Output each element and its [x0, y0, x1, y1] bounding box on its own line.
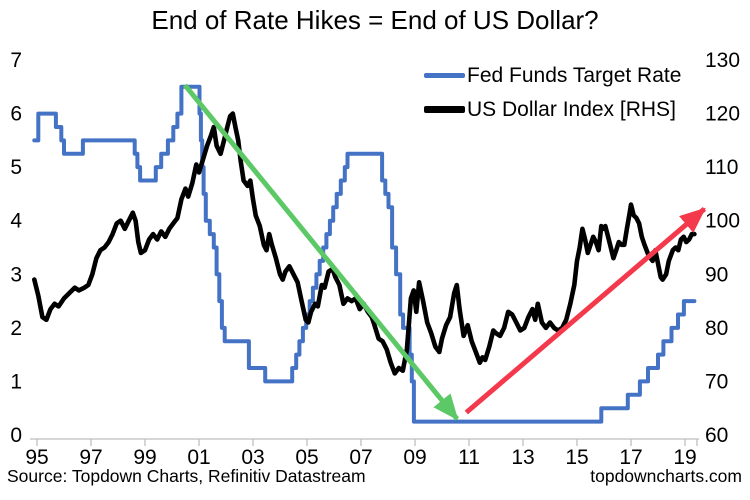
y-right-tick-label: 130 [705, 49, 740, 72]
y-axis-left: 0 1 2 3 4 5 6 7 [10, 49, 22, 447]
x-tick-label: 07 [349, 446, 372, 469]
x-tick-label: 15 [565, 446, 588, 469]
legend-line-sample-blue [424, 73, 465, 78]
legend-line-sample-black [424, 106, 465, 113]
chart-title: End of Rate Hikes = End of US Dollar? [151, 5, 599, 35]
y-right-tick-label: 110 [705, 156, 738, 179]
series-line-us-dollar-index [31, 111, 697, 376]
x-tick-label: 03 [241, 446, 264, 469]
x-tick-label: 97 [79, 446, 102, 469]
y-right-tick-label: 60 [705, 424, 728, 447]
x-tick-label: 99 [133, 446, 156, 469]
y-left-tick-label: 4 [10, 210, 22, 233]
x-tick-label: 09 [403, 446, 426, 469]
y-left-tick-label: 5 [10, 156, 22, 179]
chart-legend: Fed Funds Target Rate US Dollar Index [R… [424, 61, 681, 124]
x-tick-label: 05 [295, 446, 318, 469]
x-tick-label: 95 [25, 446, 48, 469]
x-tick-label: 13 [511, 446, 534, 469]
series-line-fed-funds-target-rate [32, 84, 697, 424]
y-right-tick-label: 100 [705, 210, 740, 233]
y-right-tick-label: 80 [705, 317, 728, 340]
y-right-tick-label: 70 [705, 370, 728, 393]
legend-label: Fed Funds Target Rate [467, 63, 682, 87]
x-tick-label: 01 [187, 446, 210, 469]
y-axis-right: 60 70 80 90 100 110 120 130 [705, 49, 740, 447]
y-left-tick-label: 3 [10, 263, 22, 286]
x-tick-label: 11 [458, 446, 480, 469]
y-right-tick-label: 90 [705, 263, 728, 286]
y-left-tick-label: 7 [10, 49, 22, 72]
x-tick-label: 19 [673, 446, 696, 469]
y-right-tick-label: 120 [705, 103, 740, 126]
legend-item-fed-funds: Fed Funds Target Rate [424, 61, 681, 90]
falling-rates-arrow [183, 83, 460, 421]
source-attribution: Source: Topdown Charts, Refinitiv Datast… [7, 466, 366, 486]
rising-dollar-arrow [464, 207, 707, 415]
y-left-tick-label: 1 [10, 370, 22, 393]
y-left-tick-label: 0 [10, 424, 22, 447]
y-left-tick-label: 6 [10, 103, 22, 126]
watermark: topdowncharts.com [590, 466, 742, 486]
legend-label: US Dollar Index [RHS] [467, 97, 676, 121]
x-axis: 95 97 99 01 03 05 07 09 11 13 15 17 19 [25, 438, 699, 469]
y-left-tick-label: 2 [10, 317, 22, 340]
legend-item-dollar-index: US Dollar Index [RHS] [424, 95, 681, 124]
x-tick-label: 17 [619, 446, 642, 469]
